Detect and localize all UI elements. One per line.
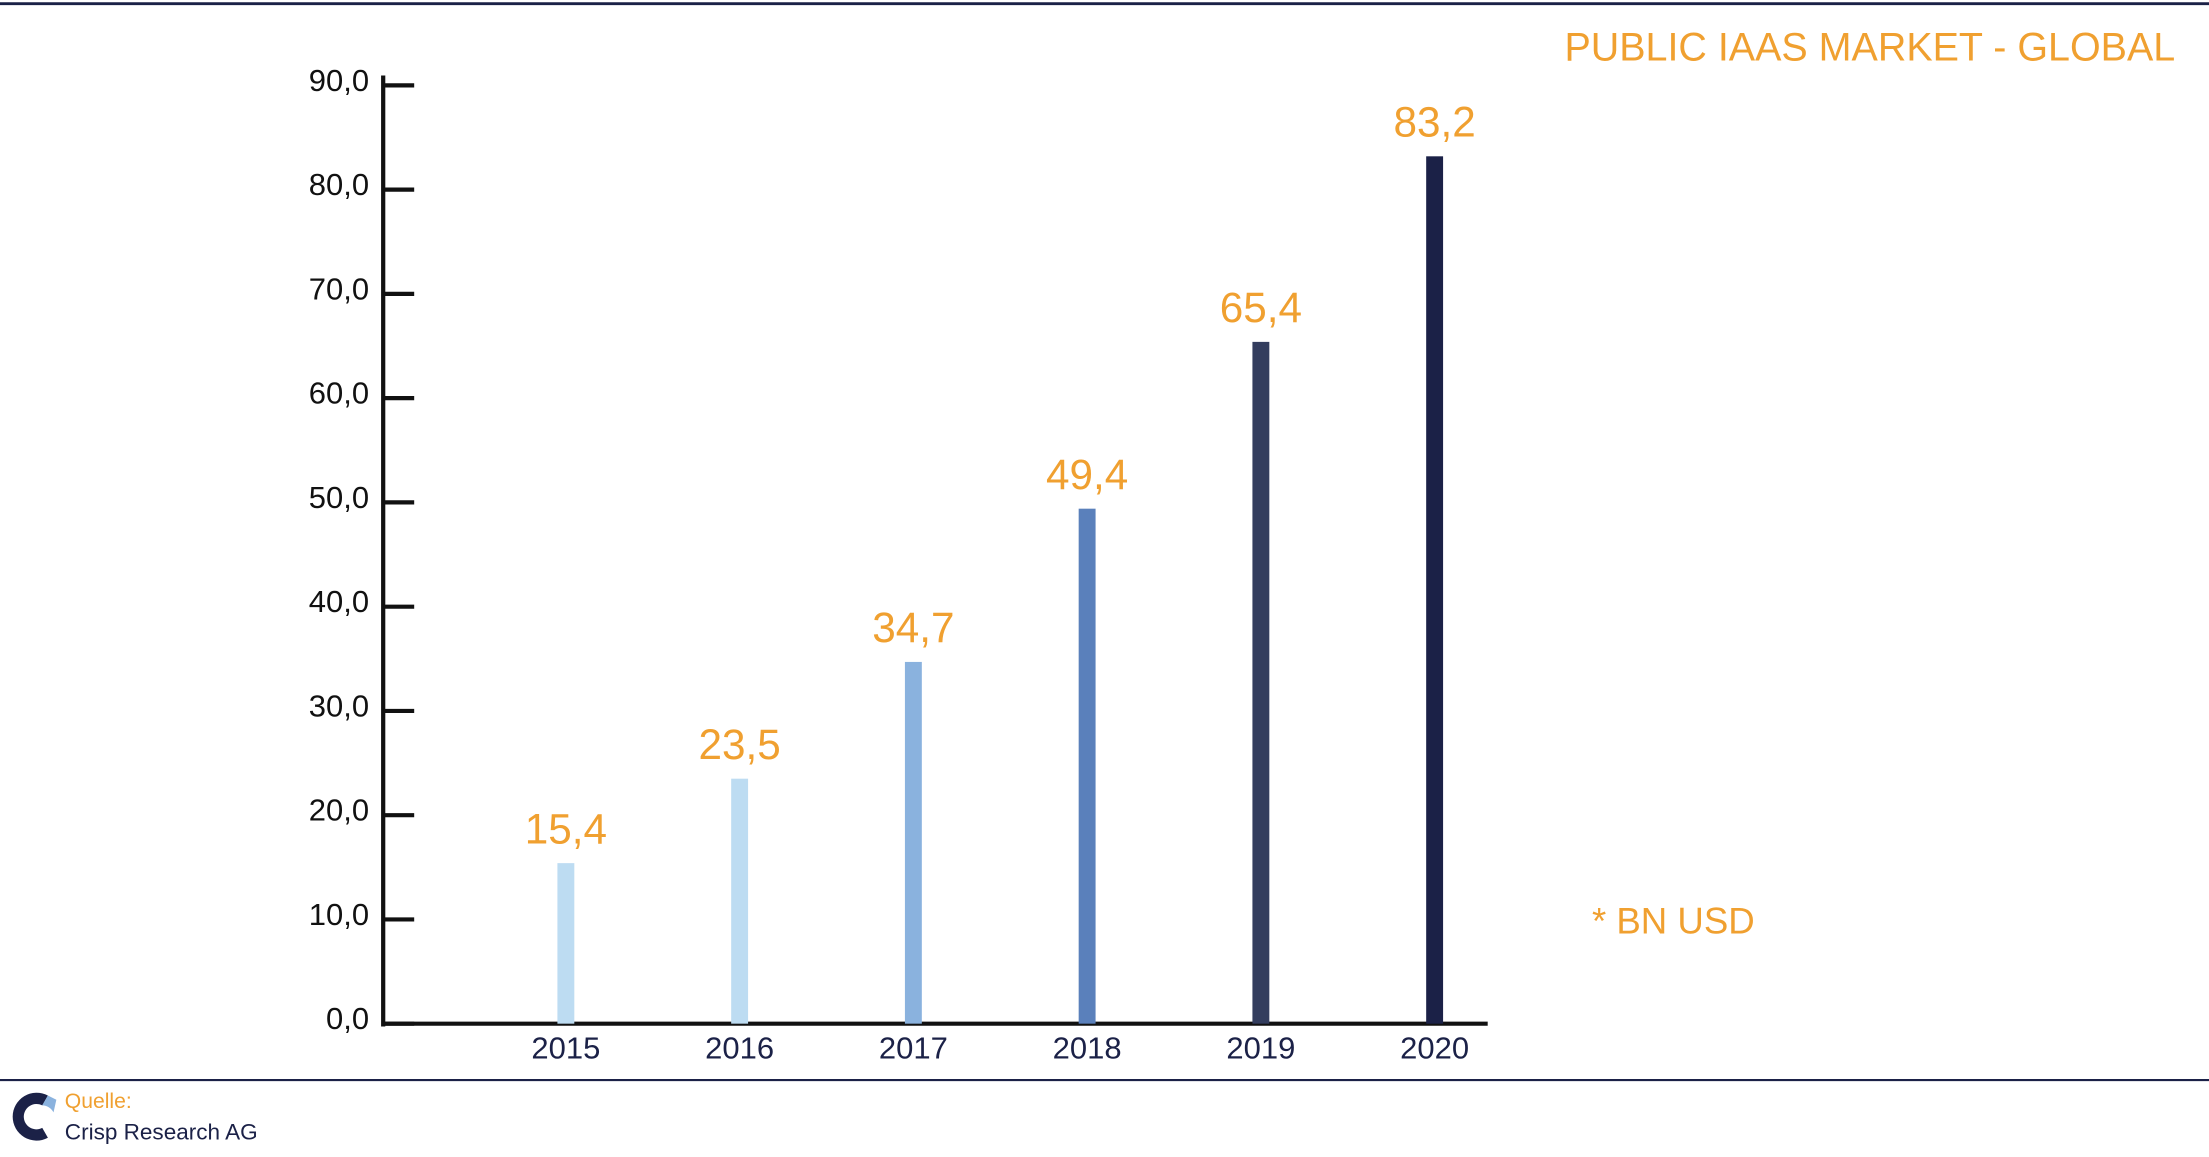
source-label: Quelle: xyxy=(65,1090,132,1113)
bar xyxy=(1426,156,1444,1024)
x-tick-label: 2020 xyxy=(1400,1031,1469,1066)
x-tick-label: 2015 xyxy=(531,1031,600,1066)
x-tick-label: 2016 xyxy=(705,1031,774,1066)
logo xyxy=(12,1092,57,1141)
value-label: 65,4 xyxy=(1220,284,1302,331)
y-tick-label: 10,0 xyxy=(309,897,369,932)
y-tick-label: 20,0 xyxy=(309,793,369,828)
x-tick-label: 2019 xyxy=(1226,1031,1295,1066)
y-tick-label: 30,0 xyxy=(309,688,369,723)
y-tick-label: 0,0 xyxy=(326,1001,369,1036)
x-tick-label: 2017 xyxy=(879,1031,948,1066)
bar xyxy=(731,778,749,1024)
value-label: 15,4 xyxy=(525,805,607,852)
value-label: 23,5 xyxy=(699,721,781,768)
x-tick-label: 2018 xyxy=(1053,1031,1122,1066)
bar xyxy=(904,661,922,1024)
bar xyxy=(1252,341,1270,1024)
y-tick-label: 80,0 xyxy=(309,167,369,202)
value-label: 83,2 xyxy=(1394,98,1476,145)
bar xyxy=(1078,508,1096,1024)
y-tick-label: 70,0 xyxy=(309,271,369,306)
unit-note: * BN USD xyxy=(1592,900,1755,941)
y-tick-label: 40,0 xyxy=(309,584,369,619)
y-tick-label: 60,0 xyxy=(309,376,369,411)
y-tick-label: 50,0 xyxy=(309,480,369,515)
chart-title: PUBLIC IAAS MARKET - GLOBAL xyxy=(1564,26,2175,70)
y-tick-label: 90,0 xyxy=(309,63,369,98)
bar xyxy=(557,863,575,1024)
value-label: 34,7 xyxy=(872,604,954,651)
value-label: 49,4 xyxy=(1046,451,1128,498)
source: Crisp Research AG xyxy=(65,1120,258,1145)
